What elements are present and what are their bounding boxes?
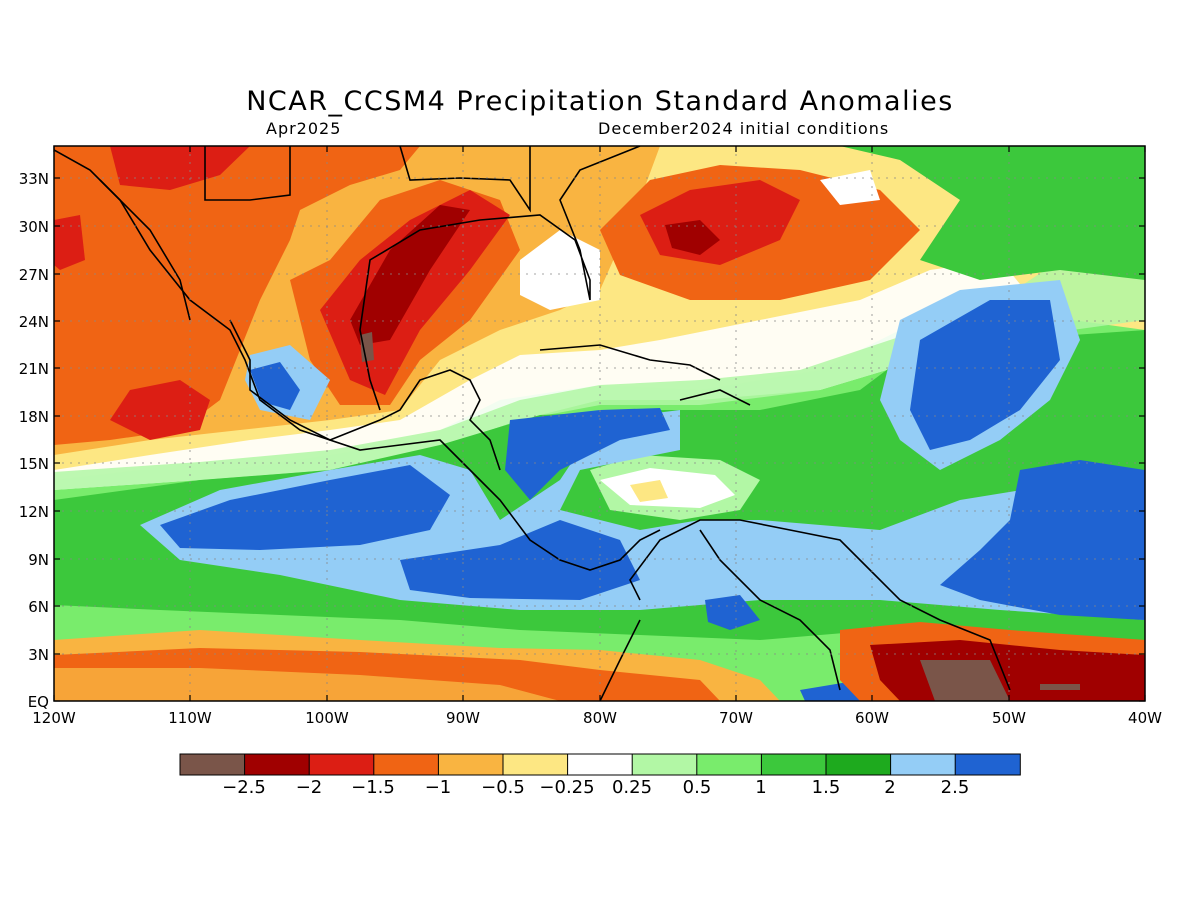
colorbar-swatch [437, 753, 504, 776]
colorbar-swatch [567, 753, 634, 776]
lon-tick-label: 70W [719, 709, 753, 727]
lon-tick-label: 80W [583, 709, 617, 727]
colorbar-tick-label: 1.5 [812, 777, 841, 798]
colorbar-swatch [631, 753, 698, 776]
colorbar-swatch [502, 753, 569, 776]
lat-tick-label: 3N [28, 646, 49, 664]
longitude-labels: 120W 110W 100W 90W 80W 70W 60W 50W 40W [32, 709, 1162, 727]
colorbar-tick-label: −1 [425, 777, 452, 798]
lat-tick-label: 15N [19, 455, 49, 473]
lon-tick-label: 50W [992, 709, 1026, 727]
colorbar-tick-label: −0.5 [481, 777, 525, 798]
colorbar-swatch [244, 753, 311, 776]
colorbar-tick-label: −2 [296, 777, 323, 798]
initial-conditions: December2024 initial conditions [598, 119, 890, 138]
colorbar-tick-label: 1 [755, 777, 766, 798]
colorbar-tick-label: 0.5 [683, 777, 712, 798]
colorbar-tick-label: −0.25 [539, 777, 594, 798]
lon-tick-label: 100W [305, 709, 349, 727]
lat-tick-label: 18N [19, 408, 49, 426]
colorbar-tick-label: −2.5 [222, 777, 266, 798]
colorbar-swatch [825, 753, 892, 776]
lon-tick-label: 40W [1128, 709, 1162, 727]
latitude-labels: 33N 30N 27N 24N 21N 18N 15N 12N 9N 6N 3N… [19, 170, 49, 711]
colorbar-tick-label: 2.5 [941, 777, 970, 798]
colorbar-swatch [696, 753, 763, 776]
colorbar-labels: −2.5 −2 −1.5 −1 −0.5 −0.25 0.25 0.5 1 1.… [222, 777, 969, 798]
colorbar-swatch [954, 753, 1021, 776]
colorbar-tick-label: 0.25 [612, 777, 652, 798]
lat-tick-label: 9N [28, 551, 49, 569]
colorbar-swatch [373, 753, 440, 776]
gridlines [54, 146, 1145, 701]
lon-tick-label: 120W [32, 709, 76, 727]
lon-tick-label: 110W [168, 709, 212, 727]
forecast-month: Apr2025 [266, 119, 342, 138]
lat-tick-label: 21N [19, 360, 49, 378]
axis-ticks [53, 146, 1146, 702]
lat-tick-label: 27N [19, 266, 49, 284]
coastlines [54, 146, 1011, 701]
colorbar-swatch [179, 753, 246, 776]
chart-title: NCAR_CCSM4 Precipitation Standard Anomal… [246, 86, 954, 117]
lat-tick-label: 30N [19, 218, 49, 236]
lon-tick-label: 90W [446, 709, 480, 727]
lat-tick-label: 6N [28, 598, 49, 616]
colorbar-swatch [890, 753, 957, 776]
colorbar-tick-label: 2 [884, 777, 895, 798]
lat-tick-label: EQ [28, 693, 49, 711]
lat-tick-label: 12N [19, 503, 49, 521]
colorbar-swatch [308, 753, 375, 776]
lat-tick-label: 24N [19, 313, 49, 331]
lon-tick-label: 60W [855, 709, 889, 727]
anomaly-field [54, 146, 1145, 701]
colorbar-tick-label: −1.5 [351, 777, 395, 798]
lat-tick-label: 33N [19, 170, 49, 188]
colorbar-swatch [760, 753, 828, 776]
colorbar [179, 753, 1021, 776]
